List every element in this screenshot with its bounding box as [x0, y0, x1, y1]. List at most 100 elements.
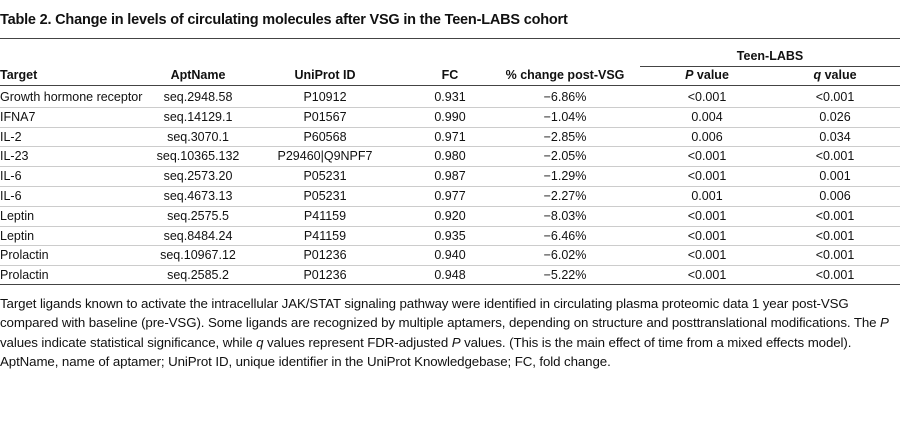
- table-cell: P01567: [303, 109, 347, 124]
- table-cell: 0.004: [691, 109, 723, 124]
- footnote-text: P: [451, 334, 461, 350]
- column-header: UniProt ID: [294, 68, 356, 82]
- table-cell: −1.29%: [543, 169, 587, 184]
- table-cell: <0.001: [815, 90, 855, 104]
- table-cell: <0.001: [687, 169, 727, 184]
- column-header: AptName: [170, 68, 226, 82]
- table-cell: <0.001: [687, 149, 727, 164]
- table-cell: 0.931: [434, 90, 466, 104]
- footnote: Target ligands known to activate the int…: [0, 294, 895, 372]
- footnote-text: values indicate statistical significance…: [0, 334, 257, 350]
- table-cell: −8.03%: [543, 208, 587, 223]
- table-cell: seq.10967.12: [160, 248, 236, 263]
- header-rule: [0, 85, 900, 86]
- footnote-text: P: [880, 315, 889, 331]
- table-title: Table 2. Change in levels of circulating…: [0, 12, 568, 28]
- table-cell: 0.026: [819, 109, 851, 124]
- table-cell: seq.10365.132: [156, 149, 240, 164]
- table-cell: −2.05%: [543, 149, 587, 164]
- table-cell: <0.001: [687, 228, 727, 243]
- table-cell: Leptin: [0, 208, 35, 223]
- table-cell: 0.948: [434, 268, 466, 283]
- table-cell: seq.4673.13: [163, 189, 233, 203]
- top-rule: [0, 38, 900, 39]
- table-cell: −6.86%: [543, 90, 587, 104]
- table-cell: <0.001: [687, 268, 727, 283]
- table-cell: <0.001: [687, 208, 727, 223]
- table-cell: <0.001: [815, 228, 855, 243]
- column-header: FC: [441, 68, 459, 82]
- table-cell: P01236: [303, 268, 347, 283]
- table-cell: P10912: [303, 90, 347, 104]
- row-divider: [0, 106, 900, 108]
- table-cell: P41159: [303, 208, 347, 223]
- footnote-text: values represent FDR-adjusted: [263, 334, 452, 350]
- table-cell: 0.987: [434, 169, 466, 184]
- table-cell: −2.27%: [543, 189, 587, 203]
- table-cell: seq.14129.1: [163, 109, 233, 124]
- table-cell: <0.001: [687, 90, 727, 104]
- table-cell: Prolactin: [0, 268, 49, 283]
- table-cell: <0.001: [815, 248, 855, 263]
- table-cell: −6.46%: [543, 228, 587, 243]
- table-cell: <0.001: [815, 149, 855, 164]
- table-cell: Prolactin: [0, 248, 49, 263]
- bottom-rule: [0, 284, 900, 285]
- table-cell: −1.04%: [543, 109, 587, 124]
- group-header: Teen-LABS: [736, 49, 804, 63]
- table-cell: seq.2573.20: [163, 169, 233, 184]
- footnote-text: q: [256, 334, 264, 350]
- table-cell: 0.006: [691, 129, 723, 144]
- row-divider: [0, 126, 900, 128]
- table-cell: 0.935: [434, 228, 466, 243]
- table-cell: IFNA7: [0, 109, 36, 124]
- footnote-text: values. (This is the main effect of time…: [0, 334, 852, 370]
- table-cell: 0.980: [434, 149, 466, 164]
- table-cell: 0.990: [434, 109, 466, 124]
- table-cell: seq.2585.2: [167, 268, 229, 283]
- table-cell: P05231: [303, 169, 347, 184]
- column-header: Target: [0, 68, 38, 82]
- table-cell: IL-6: [0, 169, 22, 184]
- table-cell: P01236: [303, 248, 347, 263]
- table-cell: Leptin: [0, 228, 35, 243]
- group-rule: [640, 66, 900, 67]
- column-header: q value: [813, 68, 857, 82]
- table-cell: P41159: [303, 228, 347, 243]
- table-cell: <0.001: [815, 208, 855, 223]
- row-divider: [0, 245, 900, 247]
- table-cell: seq.2575.5: [167, 208, 229, 223]
- table-cell: −2.85%: [543, 129, 587, 144]
- table-cell: seq.3070.1: [167, 129, 229, 144]
- table-cell: Growth hormone receptor: [0, 90, 143, 104]
- table-cell: −5.22%: [543, 268, 587, 283]
- table-cell: <0.001: [687, 248, 727, 263]
- table-cell: 0.940: [434, 248, 466, 263]
- row-divider: [0, 205, 900, 207]
- table-cell: P60568: [303, 129, 347, 144]
- table-cell: 0.034: [819, 129, 851, 144]
- row-divider: [0, 166, 900, 168]
- table-cell: <0.001: [815, 268, 855, 283]
- footnote-text: Target ligands known to activate the int…: [0, 296, 881, 331]
- table-cell: seq.2948.58: [163, 90, 233, 104]
- column-header: P value: [685, 68, 729, 82]
- table-cell: 0.006: [819, 189, 851, 203]
- table-cell: IL-23: [0, 149, 29, 164]
- column-header: % change post-VSG: [505, 68, 625, 82]
- table-cell: IL-2: [0, 129, 22, 144]
- table-cell: 0.920: [434, 208, 466, 223]
- table-cell: 0.971: [434, 129, 466, 144]
- row-divider: [0, 265, 900, 267]
- table-cell: −6.02%: [543, 248, 587, 263]
- table-cell: P05231: [303, 189, 347, 203]
- table-cell: P29460|Q9NPF7: [277, 149, 373, 164]
- table-cell: IL-6: [0, 189, 22, 203]
- table-cell: 0.001: [691, 189, 723, 203]
- row-divider: [0, 225, 900, 227]
- table-cell: 0.977: [434, 189, 466, 203]
- row-divider: [0, 186, 900, 187]
- table-cell: seq.8484.24: [163, 228, 233, 243]
- table-cell: 0.001: [819, 169, 851, 184]
